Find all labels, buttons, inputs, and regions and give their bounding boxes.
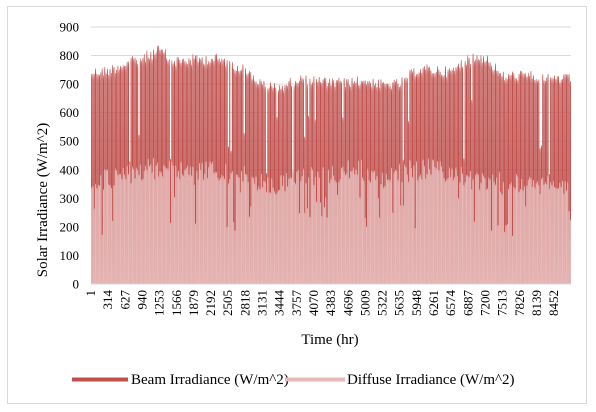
y-tick-label: 800 <box>60 48 80 63</box>
x-tick-label: 1 <box>83 290 98 297</box>
x-tick-label: 1566 <box>169 290 184 317</box>
y-axis-title: Solar Irradiance (W/m^2) <box>35 123 51 277</box>
x-tick-label: 4383 <box>323 290 338 316</box>
x-tick-label: 8139 <box>529 290 544 316</box>
y-tick-label: 300 <box>60 191 80 206</box>
y-tick-label: 200 <box>60 219 80 234</box>
y-tick-label: 400 <box>60 162 80 177</box>
x-tick-label: 6887 <box>460 290 475 317</box>
x-tick-label: 1879 <box>186 290 201 316</box>
diffuse-area-layer <box>91 157 572 285</box>
y-tick-label: 500 <box>60 134 80 149</box>
x-tick-label: 7200 <box>478 290 493 316</box>
x-tick-label: 7513 <box>495 290 510 316</box>
x-axis-title: Time (hr) <box>301 332 358 348</box>
x-tick-label: 6261 <box>426 290 441 316</box>
legend-label-beam: Beam Irradiance (W/m^2) <box>131 372 289 388</box>
y-tick-label: 100 <box>60 248 80 263</box>
legend: Beam Irradiance (W/m^2) Diffuse Irradian… <box>72 372 515 388</box>
x-tick-label: 627 <box>117 290 132 310</box>
x-tick-label: 4070 <box>306 290 321 316</box>
x-tick-label: 5322 <box>375 290 390 316</box>
x-tick-label: 4696 <box>340 290 355 317</box>
legend-label-diffuse: Diffuse Irradiance (W/m^2) <box>347 372 515 388</box>
y-tick-label: 600 <box>60 105 80 120</box>
x-tick-label: 3444 <box>272 290 287 317</box>
y-tick-labels: 0 100 200 300 400 500 600 700 800 900 <box>60 20 80 292</box>
x-tick-label: 3757 <box>289 290 304 317</box>
y-tick-label: 900 <box>60 20 80 35</box>
y-tick-label: 0 <box>73 277 80 292</box>
x-tick-label: 314 <box>100 290 115 310</box>
x-tick-label: 3131 <box>255 290 270 316</box>
x-tick-label: 5948 <box>409 290 424 316</box>
x-tick-labels: 1 314 627 940 1253 1566 1879 2192 2505 2818 3131 34… <box>83 290 561 317</box>
x-tick-label: 8452 <box>546 290 561 316</box>
x-tick-label: 6574 <box>443 290 458 317</box>
diffuse-irradiance-area <box>91 157 572 285</box>
x-tick-label: 2818 <box>237 290 252 316</box>
x-tick-label: 5009 <box>357 290 372 316</box>
x-tick-label: 7826 <box>512 290 527 317</box>
x-tick-label: 940 <box>134 290 149 310</box>
x-tick-label: 2505 <box>220 290 235 316</box>
x-tick-label: 2192 <box>203 290 218 316</box>
y-tick-label: 700 <box>60 77 80 92</box>
x-tick-label: 5635 <box>392 290 407 316</box>
x-tick-label: 1253 <box>152 290 167 316</box>
